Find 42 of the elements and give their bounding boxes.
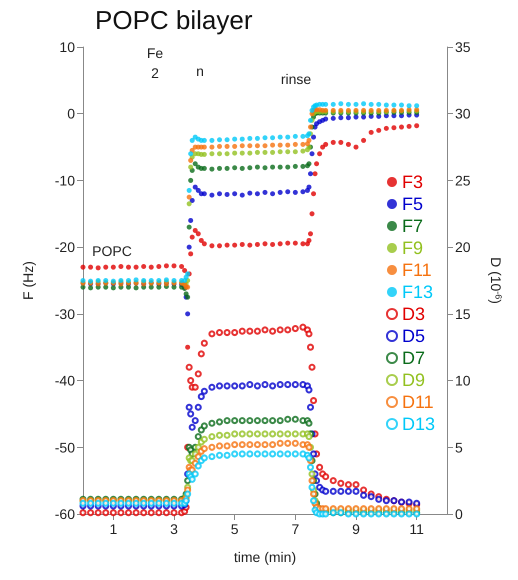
y2-tick-label: 35 — [455, 39, 471, 55]
x-tick-label: 3 — [170, 521, 178, 537]
y-tick-label: -10 — [54, 172, 76, 188]
annotation: POPC — [92, 243, 132, 259]
legend-label: F11 — [402, 260, 432, 280]
y2-tick-label: 5 — [455, 439, 463, 456]
x-axis-title: time (min) — [234, 549, 296, 565]
y2-tick-label: 15 — [455, 306, 471, 322]
legend-label: F13 — [402, 282, 434, 302]
y2-axis-title: D (10-6) — [488, 257, 504, 304]
y2-tick-label: 10 — [455, 372, 471, 389]
x-tick-label: 11 — [409, 521, 424, 537]
legend-label: D3 — [402, 304, 425, 324]
y2-tick-label: 30 — [455, 106, 471, 122]
legend-label: D11 — [402, 392, 434, 412]
y-axis-title: F (Hz) — [20, 261, 36, 300]
y2-tick-label: 20 — [455, 239, 471, 256]
y-tick-label: -60 — [54, 506, 76, 522]
legend-label: D7 — [402, 348, 425, 368]
y-tick-label: -20 — [54, 239, 76, 256]
y-tick-label: 10 — [59, 39, 76, 55]
x-tick-label: 1 — [109, 521, 118, 537]
legend-label: D9 — [402, 370, 425, 390]
y2-tick-label: 0 — [455, 506, 463, 522]
x-tick-label: 5 — [230, 521, 239, 537]
annotation: n — [196, 63, 204, 79]
y-tick-label: 0 — [67, 106, 76, 122]
y-tick-label: -40 — [54, 372, 76, 389]
legend-label: D13 — [402, 414, 436, 434]
legend-label: F3 — [402, 172, 423, 192]
y2-tick-label: 25 — [455, 172, 471, 188]
x-tick-label: 9 — [352, 521, 360, 537]
annotation: rinse — [280, 71, 312, 87]
legend-label: F7 — [402, 216, 423, 236]
legend-label: F9 — [402, 238, 423, 258]
chart-title: POPC bilayer — [95, 5, 253, 35]
y-tick-label: -30 — [54, 306, 76, 322]
x-tick-label: 7 — [291, 521, 300, 537]
legend-label: F5 — [402, 194, 423, 214]
y-tick-label: -50 — [54, 439, 76, 456]
legend-label: D5 — [402, 326, 425, 346]
annotation: Fe 2 — [146, 45, 164, 81]
